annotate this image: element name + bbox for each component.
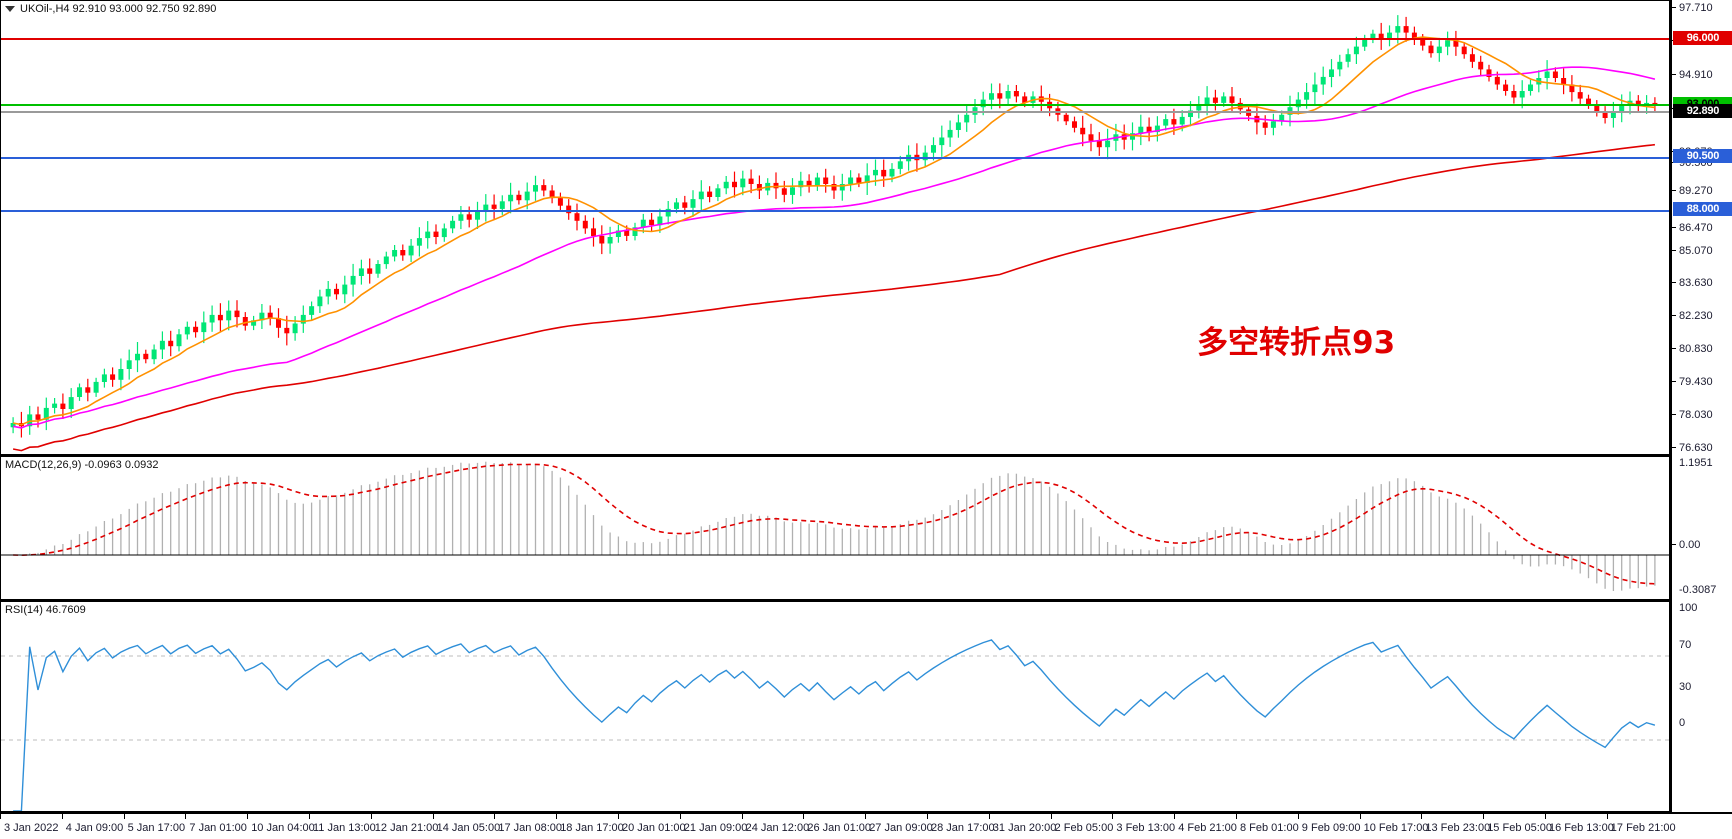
time-tick-label: 18 Jan 17:00 [560, 822, 624, 834]
price-level-96[interactable]: 96.000 [1673, 31, 1732, 45]
time-tick-label: 21 Jan 09:00 [683, 822, 748, 834]
current-price[interactable]: 92.890 [1673, 104, 1732, 118]
macd-series [1, 461, 1669, 591]
price-tick: 94.910 [1672, 69, 1732, 81]
time-tick-label: 8 Feb 01:00 [1240, 822, 1299, 834]
price-tick: 85.070 [1672, 245, 1732, 257]
time-tick-mark [556, 814, 558, 819]
level-line-93[interactable] [1, 104, 1669, 106]
price-level-88[interactable]: 88.000 [1673, 202, 1732, 216]
time-tick-label: 31 Jan 20:00 [992, 822, 1057, 834]
time-tick-mark [1606, 814, 1608, 819]
price-level-90-5[interactable]: 90.500 [1673, 149, 1732, 163]
time-tick-label: 13 Feb 23:00 [1425, 822, 1491, 834]
time-tick-mark [1297, 814, 1299, 819]
time-tick-mark [803, 814, 805, 819]
time-tick-mark [1112, 814, 1114, 819]
time-tick-mark [1483, 814, 1485, 819]
rsi-tick: 30 [1679, 681, 1692, 693]
time-tick-mark [1050, 814, 1052, 819]
time-tick-label: 11 Jan 13:00 [313, 822, 376, 834]
symbol-header: UKOil-,H4 92.910 93.000 92.750 92.890 [5, 3, 216, 15]
time-tick-mark [185, 814, 187, 819]
price-tick: 89.270 [1672, 185, 1732, 197]
price-tick: 82.230 [1672, 310, 1732, 322]
rsi-tick: 100 [1679, 602, 1698, 614]
time-tick-label: 10 Jan 04:00 [251, 822, 315, 834]
macd-tick: 0.00 [1672, 539, 1732, 551]
time-tick-label: 27 Jan 09:00 [869, 822, 933, 834]
price-tick: 79.430 [1672, 376, 1732, 388]
time-tick-label: 24 Jan 12:00 [745, 822, 810, 834]
time-tick-label: 28 Jan 17:00 [931, 822, 995, 834]
chart-annotation-text: 多空转折点93 [1197, 325, 1396, 361]
time-tick-mark [1236, 814, 1237, 819]
rsi-tick: 70 [1679, 639, 1692, 651]
time-tick-mark [927, 814, 928, 819]
price-tick: 76.630 [1672, 442, 1732, 454]
time-tick-mark [618, 814, 619, 819]
rsi-tick: 0 [1679, 717, 1686, 729]
macd-tick: 1.1951 [1679, 457, 1713, 469]
time-tick-label: 10 Feb 17:00 [1363, 822, 1429, 834]
rsi-label: RSI(14) 46.7609 [5, 604, 86, 616]
time-tick-label: 3 Jan 2022 [4, 822, 59, 834]
time-tick-label: 17 Jan 08:00 [498, 822, 563, 834]
price-axis[interactable]: 97.71096.31094.91093.47092.07090.50089.2… [1670, 0, 1732, 812]
time-tick-mark [865, 814, 867, 819]
time-tick-mark [432, 814, 434, 819]
macd-pane-inner [1, 457, 1669, 599]
time-tick-mark [1545, 814, 1546, 819]
rsi-pane-inner [1, 602, 1669, 811]
price-pane-inner: 多空转折点93 [1, 1, 1669, 454]
time-tick-label: 14 Jan 05:00 [436, 822, 501, 834]
time-tick-mark [0, 814, 1, 819]
time-tick-mark [61, 814, 63, 819]
price-tick: 78.030 [1672, 409, 1732, 421]
current-price-line [1, 111, 1669, 113]
rsi-pane[interactable]: RSI(14) 46.7609 [0, 601, 1670, 812]
time-tick-mark [123, 814, 125, 819]
time-tick-label: 4 Feb 21:00 [1178, 822, 1237, 834]
time-tick-mark [1174, 814, 1176, 819]
rsi-series [1, 639, 1669, 811]
time-tick-label: 12 Jan 21:00 [374, 822, 439, 834]
time-tick-mark [309, 814, 310, 819]
price-tick: 80.830 [1672, 343, 1732, 355]
time-tick-label: 2 Feb 05:00 [1054, 822, 1114, 834]
price-tick: 86.470 [1672, 222, 1732, 234]
macd-pane[interactable]: MACD(12,26,9) -0.0963 0.0932 [0, 456, 1670, 601]
candlestick-series [10, 15, 1658, 452]
level-line-90-5[interactable] [1, 157, 1669, 159]
symbol-header-text: UKOil-,H4 92.910 93.000 92.750 92.890 [20, 3, 217, 15]
time-tick-mark [988, 814, 990, 819]
macd-tick: -0.3087 [1679, 584, 1717, 596]
time-tick-label: 20 Jan 01:00 [622, 822, 686, 834]
time-tick-mark [1421, 814, 1423, 819]
price-pane[interactable]: 多空转折点93 UKOil-,H4 92.910 93.000 92.750 9… [0, 0, 1670, 456]
level-line-96[interactable] [1, 38, 1669, 40]
time-tick-label: 7 Jan 01:00 [189, 822, 247, 834]
time-tick-label: 15 Feb 05:00 [1487, 822, 1553, 834]
time-axis[interactable]: 3 Jan 2022 4 Jan 09:00 5 Jan 17:00 7 Jan 01… [0, 812, 1732, 839]
price-tick: 97.710 [1672, 2, 1732, 14]
time-tick-label: 16 Feb 13:00 [1549, 822, 1614, 834]
time-tick-label: 5 Jan 17:00 [127, 822, 186, 834]
time-tick-label: 3 Feb 13:00 [1116, 822, 1176, 834]
time-tick-mark [494, 814, 496, 819]
time-tick-mark [679, 814, 681, 819]
level-line-88[interactable] [1, 210, 1669, 212]
time-tick-mark [370, 814, 372, 819]
time-tick-label: 26 Jan 01:00 [807, 822, 872, 834]
macd-label: MACD(12,26,9) -0.0963 0.0932 [5, 459, 159, 471]
time-tick-mark [247, 814, 249, 819]
time-tick-mark [741, 814, 743, 819]
price-tick: 83.630 [1672, 277, 1732, 289]
time-tick-label: 9 Feb 09:00 [1301, 822, 1361, 834]
triangle-down-icon[interactable] [5, 6, 15, 13]
time-tick-label: 4 Jan 09:00 [65, 822, 124, 834]
time-tick-mark [1359, 814, 1361, 819]
time-tick-label: 17 Feb 21:00 [1610, 822, 1676, 834]
